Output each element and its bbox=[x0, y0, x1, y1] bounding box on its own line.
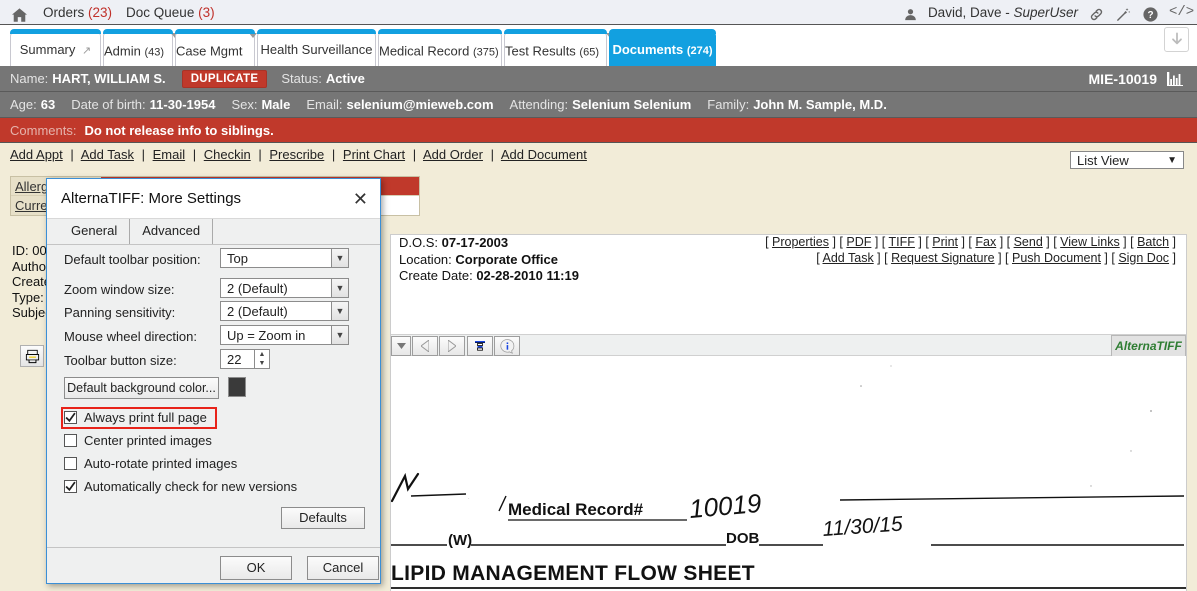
svg-text:(W): (W) bbox=[448, 532, 472, 549]
svg-text:DOB: DOB bbox=[726, 530, 760, 547]
svg-text:Medical Record#: Medical Record# bbox=[508, 500, 644, 519]
svg-text:10019: 10019 bbox=[688, 488, 763, 524]
svg-text:LIPID MANAGEMENT FLOW SHEET: LIPID MANAGEMENT FLOW SHEET bbox=[391, 562, 755, 585]
svg-text:?: ? bbox=[1147, 10, 1153, 21]
